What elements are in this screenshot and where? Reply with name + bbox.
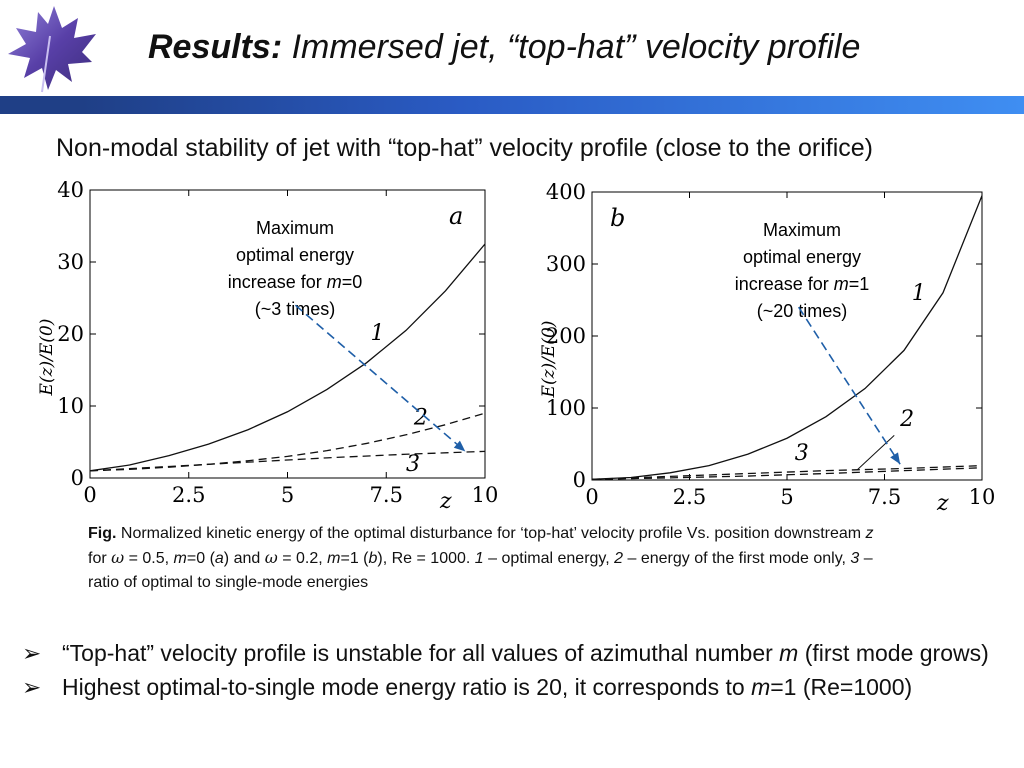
curve-label: 1 (370, 321, 384, 346)
x-tick-label: 5 (281, 483, 294, 507)
annotation-line: increase for m=1 (735, 274, 870, 294)
caption-text: ), Re = 1000. (377, 550, 475, 567)
slide-subtitle: Non-modal stability of jet with “top-hat… (56, 134, 873, 162)
x-tick-label: 5 (780, 485, 793, 509)
caption-n2: 2 (614, 550, 624, 567)
annotation-line: optimal energy (236, 245, 354, 265)
bullet-em: m (779, 640, 799, 666)
y-tick-label: 0 (71, 466, 84, 490)
caption-b: b (368, 550, 378, 567)
caption-a: a (214, 550, 224, 567)
caption-fig-label: Fig. (88, 525, 117, 542)
y-axis-label: E(z)/E(0) (37, 319, 57, 397)
annotation-arrow-line (294, 304, 466, 452)
x-axis-label: z (936, 491, 949, 516)
annotation-line: optimal energy (743, 247, 861, 267)
caption-text: – (859, 550, 873, 567)
caption-text: = 0.5, (124, 550, 174, 567)
chart-panel-a: 0 2.5 5 7.5 10 0 10 20 30 40 z E(z)/E(0) a 1 2 3 Maximum… (30, 176, 500, 516)
curve-label: 3 (406, 452, 420, 477)
series-line-1 (591, 195, 983, 480)
y-tick-label: 0 (573, 468, 586, 492)
bullet-text: “Top-hat” velocity profile is unstable f… (62, 640, 780, 666)
x-tick-label: 0 (83, 483, 96, 507)
caption-text: ratio of optimal to single-mode energies (88, 574, 369, 591)
caption-text: – optimal energy, (483, 550, 615, 567)
y-tick-label: 40 (57, 178, 84, 202)
figure-caption: Fig. Normalized kinetic energy of the op… (88, 522, 968, 595)
annotation-line: increase for m=0 (228, 272, 363, 292)
y-axis-label: E(z)/E(0) (539, 321, 559, 399)
bullet-list: ➢ “Top-hat” velocity profile is unstable … (22, 636, 989, 704)
x-tick-label: 10 (472, 483, 499, 507)
panel-label: b (610, 204, 625, 232)
curve-label: 1 (912, 281, 926, 306)
y-tick-label: 100 (546, 396, 586, 420)
caption-text: for (88, 550, 112, 567)
x-tick-label: 0 (585, 485, 598, 509)
y-tick-label: 300 (546, 252, 586, 276)
bullet-text: (first mode grows) (798, 640, 989, 666)
chart-b-svg: 0 2.5 5 7.5 100100200300400zE(z)/E(0)b123Max… (539, 180, 996, 516)
y-tick-label: 200 (546, 324, 586, 348)
caption-n3: 3 (850, 550, 860, 567)
header-accent-bar (0, 96, 1024, 114)
annotation-line: (~3 times) (255, 299, 336, 319)
annotation-arrow-line (798, 306, 901, 465)
chart-panel-b: 0 2.5 5 7.5 10 0 100 200 300 400 z E(z)/E(0) b 1 2 3 Max… (520, 176, 1000, 516)
bullet-text: =1 (Re=1000) (770, 674, 913, 700)
y-tick-label: 20 (57, 322, 84, 346)
maple-leaf-logo (2, 2, 102, 96)
omega-symbol: ω (264, 548, 278, 567)
caption-m: m (327, 550, 341, 567)
x-tick-label: 7.5 (868, 485, 901, 509)
y-tick-label: 10 (57, 394, 84, 418)
annotation-arrowhead-icon (453, 440, 466, 452)
annotation-line: Maximum (763, 220, 841, 240)
caption-m: m (173, 550, 187, 567)
slide-title: Results: Immersed jet, “top-hat” velocit… (148, 28, 860, 67)
series-line-2 (591, 467, 983, 480)
curve-label: 3 (795, 441, 809, 466)
x-tick-label: 7.5 (370, 483, 403, 507)
caption-text: ) and (223, 550, 265, 567)
title-italic: Immersed jet, “top-hat” velocity profile (291, 28, 861, 66)
omega-symbol: ω (111, 548, 125, 567)
series-line-3 (591, 464, 983, 480)
curve-label: 2 (413, 406, 428, 431)
annotation-arrowhead-icon (890, 452, 901, 465)
x-tick-label: 2.5 (172, 483, 205, 507)
x-tick-label: 2.5 (673, 485, 706, 509)
bullet-arrow-icon: ➢ (22, 674, 42, 700)
bullet-arrow-icon: ➢ (22, 640, 42, 666)
series-line-1 (89, 243, 486, 472)
bullet-text: Highest optimal-to-single mode energy ra… (62, 674, 752, 700)
panel-label: a (449, 202, 463, 230)
caption-text: =0 ( (186, 550, 215, 567)
chart-a-svg: 0 2.5 5 7.5 10 0 10 20 30 40 z E(z)/E(0) a 1 2 3 Maximum… (37, 178, 499, 514)
curve-label-leader (856, 434, 895, 471)
annotation-line: Maximum (256, 218, 334, 238)
caption-text: = 0.2, (277, 550, 328, 567)
caption-text: =1 ( (340, 550, 369, 567)
annotation-m: m (327, 272, 342, 292)
x-tick-label: 10 (969, 485, 996, 509)
series-line-3 (89, 450, 486, 472)
curve-label: 2 (899, 407, 914, 432)
title-bold: Results: (148, 28, 283, 66)
bullet-item: ➢ Highest optimal-to-single mode energy r… (22, 670, 989, 704)
series-line-2 (89, 412, 486, 472)
caption-text: – energy of the first mode only, (623, 550, 851, 567)
bullet-item: ➢ “Top-hat” velocity profile is unstable … (22, 636, 989, 670)
y-tick-label: 400 (546, 180, 586, 204)
caption-text: Normalized kinetic energy of the optimal… (116, 525, 866, 542)
x-axis-label: z (439, 489, 452, 514)
caption-z: z (865, 525, 874, 542)
annotation-m: m (834, 274, 849, 294)
caption-n1: 1 (474, 550, 484, 567)
y-tick-label: 30 (57, 250, 84, 274)
bullet-em: m (751, 674, 771, 700)
